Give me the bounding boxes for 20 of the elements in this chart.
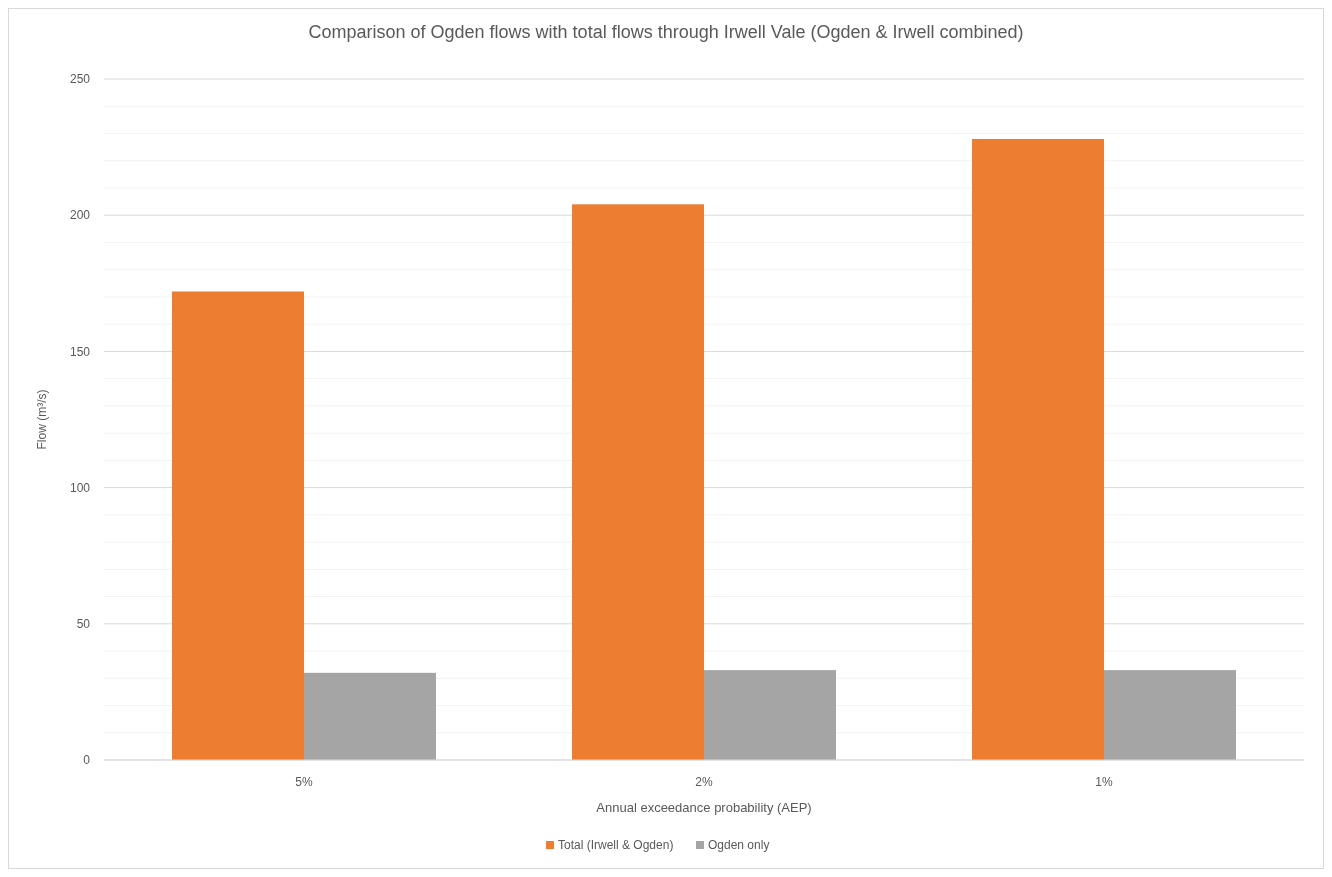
y-tick-label: 250 — [69, 72, 91, 87]
x-tick-label: 1% — [1095, 775, 1113, 789]
y-tick-label: 100 — [69, 480, 91, 495]
bar — [704, 670, 836, 760]
y-tick-label: 0 — [83, 753, 91, 768]
y-axis-title: Flow (m³/s) — [35, 389, 49, 450]
bar — [304, 672, 436, 760]
chart-title: Comparison of Ogden flows with total flows through Irwell Vale (Ogden & Irwell combined) — [308, 22, 1024, 42]
bar — [1104, 670, 1236, 760]
bar — [172, 291, 304, 760]
x-axis-title: Annual exceedance probability (AEP) — [596, 800, 812, 815]
y-tick-label: 150 — [69, 344, 91, 359]
x-tick-label: 2% — [695, 775, 713, 789]
legend-label: Ogden only — [708, 838, 770, 852]
y-tick-label: 50 — [76, 617, 91, 631]
bar — [572, 204, 704, 760]
y-tick-label: 200 — [69, 208, 91, 223]
legend-label: Total (Irwell & Ogden) — [558, 838, 674, 852]
bar — [972, 138, 1104, 760]
x-tick-label: 5% — [295, 775, 313, 789]
